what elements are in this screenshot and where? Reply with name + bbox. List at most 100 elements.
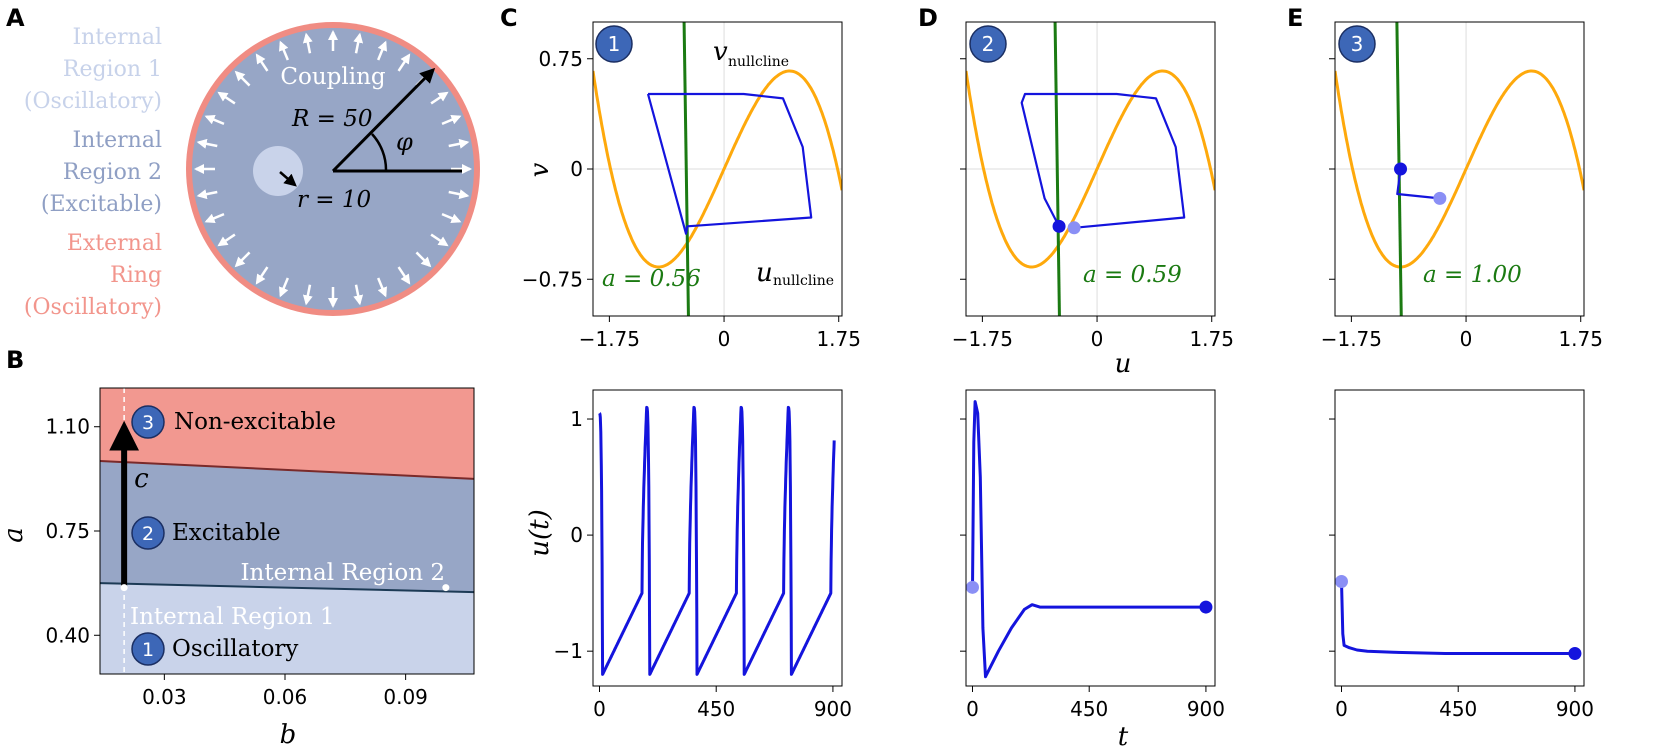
legend-ring-line1: External xyxy=(67,231,162,256)
v-nullcline-sub: nullcline xyxy=(728,54,789,70)
frame xyxy=(592,389,843,687)
b-ytick-label: 0.75 xyxy=(45,519,90,543)
badge-e xyxy=(1338,25,1376,63)
coupling-arrow xyxy=(255,53,269,72)
phase-ylabel-v: v xyxy=(525,162,555,177)
legend-region1-line1: Internal xyxy=(72,25,162,50)
internal-region-1 xyxy=(253,146,303,196)
plot-area xyxy=(593,22,842,316)
legend-ring-line2: Ring xyxy=(110,263,162,288)
coupling-arrow xyxy=(234,251,251,268)
a-label-c: a = 0.56 xyxy=(602,266,701,292)
u-t-curve xyxy=(1340,581,1575,655)
phase-plane-d: −1.75 0 1.75 xyxy=(952,21,1234,351)
xtick-label: 1.75 xyxy=(1189,327,1234,351)
ytick-label: −0.75 xyxy=(522,267,583,291)
v-nullcline-label: v xyxy=(713,37,728,67)
coupling-arrow xyxy=(279,277,289,298)
start-point xyxy=(1334,575,1348,589)
panel-letter-c: C xyxy=(500,4,518,32)
panel-b-ticks: 0.03 0.06 0.09 0.40 0.75 1.10 xyxy=(45,415,427,709)
xtick-label: 900 xyxy=(1556,697,1594,721)
trajectory xyxy=(1396,168,1440,200)
coupling-arrow xyxy=(415,251,432,268)
coupling-arrow xyxy=(196,189,218,200)
ytick-label: 0 xyxy=(570,523,583,547)
region-excitable xyxy=(100,460,474,593)
panel-letter-a: A xyxy=(6,4,25,32)
phase-plane-e: −1.75 0 1.75 xyxy=(1321,21,1603,351)
coupling-arrow xyxy=(353,32,364,54)
frame xyxy=(1334,389,1585,687)
xtick-label: 900 xyxy=(1187,697,1225,721)
legend-region1-line3: (Oscillatory) xyxy=(24,89,162,114)
legend-region2-line1: Internal xyxy=(72,128,162,153)
b-ytick-label: 0.40 xyxy=(45,623,90,647)
coupling-arrow xyxy=(377,40,387,61)
panel-a-legend: Internal Region 1 (Oscillatory) Internal… xyxy=(24,25,162,320)
frame xyxy=(965,389,1216,687)
u-t-curve xyxy=(971,400,1206,679)
b-marker-1 xyxy=(120,584,128,592)
coupling-arrow xyxy=(430,91,449,105)
end-point xyxy=(1568,646,1582,660)
b-xtick-label: 0.06 xyxy=(263,685,308,709)
R-label: R = 50 xyxy=(291,106,372,132)
label-nonexcitable: Non-excitable xyxy=(174,409,336,435)
xtick-label: 0 xyxy=(966,697,979,721)
u-nullcline-label: u xyxy=(756,258,773,288)
xtick-label: −1.75 xyxy=(1321,327,1382,351)
a-label-d: a = 0.59 xyxy=(1083,262,1182,288)
start-point xyxy=(1433,191,1447,205)
coupling-arrow xyxy=(217,233,236,247)
label-internal-region-1: Internal Region 1 xyxy=(130,604,335,630)
coupling-arrow xyxy=(234,70,251,87)
phi-arc xyxy=(371,133,388,172)
coupling-arrow xyxy=(196,138,218,149)
ytick-label: 1 xyxy=(570,407,583,431)
label-excitable: Excitable xyxy=(172,520,281,546)
phi-label: φ xyxy=(396,128,413,156)
xtick-label: 900 xyxy=(814,697,852,721)
start-point xyxy=(965,580,979,594)
coupling-arrow xyxy=(448,138,470,149)
legend-region1-line2: Region 1 xyxy=(63,57,162,82)
legend-region2-line2: Region 2 xyxy=(63,160,162,185)
end-point xyxy=(1052,219,1066,233)
panel-letter-b: B xyxy=(6,346,24,374)
coupling-arrow xyxy=(441,115,462,125)
ytick-label: 0 xyxy=(570,157,583,181)
coupling-arrow xyxy=(397,53,411,72)
coupling-arrow xyxy=(441,213,462,223)
xtick-label: 0 xyxy=(1335,697,1348,721)
v-nullcline xyxy=(1053,22,1061,316)
c-arrow-label: c xyxy=(134,464,149,494)
u-nullcline xyxy=(1335,69,1584,269)
xtick-label: −1.75 xyxy=(579,327,640,351)
timeseries-d: 0 450 900 xyxy=(960,389,1225,721)
timeseries-e: 0 450 900 xyxy=(1329,389,1594,721)
xtick-label: 0 xyxy=(593,697,606,721)
badge-nonexcitable xyxy=(131,405,165,439)
phase-d-annotations: 2 a = 0.59 xyxy=(969,25,1182,288)
badge-excitable xyxy=(131,516,165,550)
phase-xlabel-u: u xyxy=(1115,349,1132,379)
ytick-label: −1 xyxy=(554,639,583,663)
ytick-label: 0.75 xyxy=(538,47,583,71)
time-ylabel-ut: u(t) xyxy=(525,509,555,556)
coupling-label: Coupling xyxy=(280,64,386,90)
coupling-arrow xyxy=(302,284,313,306)
u-nullcline xyxy=(966,69,1215,269)
b-ylabel: a xyxy=(0,527,29,543)
phase-c-annotations: 1 v nullcline u nullcline a = 0.56 xyxy=(595,25,834,292)
badge-nonexcitable-text: 3 xyxy=(142,412,154,434)
badge-c-text: 1 xyxy=(608,32,621,56)
xtick-label: 0 xyxy=(718,327,731,351)
xtick-label: 1.75 xyxy=(1558,327,1603,351)
radius-small-arrow xyxy=(279,171,297,187)
start-point xyxy=(1067,221,1081,235)
label-internal-region-2: Internal Region 2 xyxy=(240,560,445,586)
panel-b-chart: c 3 Non-excitable 2 Excitable 1 Oscillat… xyxy=(0,387,475,750)
xtick-label: −1.75 xyxy=(952,327,1013,351)
badge-oscillatory-text: 1 xyxy=(142,639,154,661)
